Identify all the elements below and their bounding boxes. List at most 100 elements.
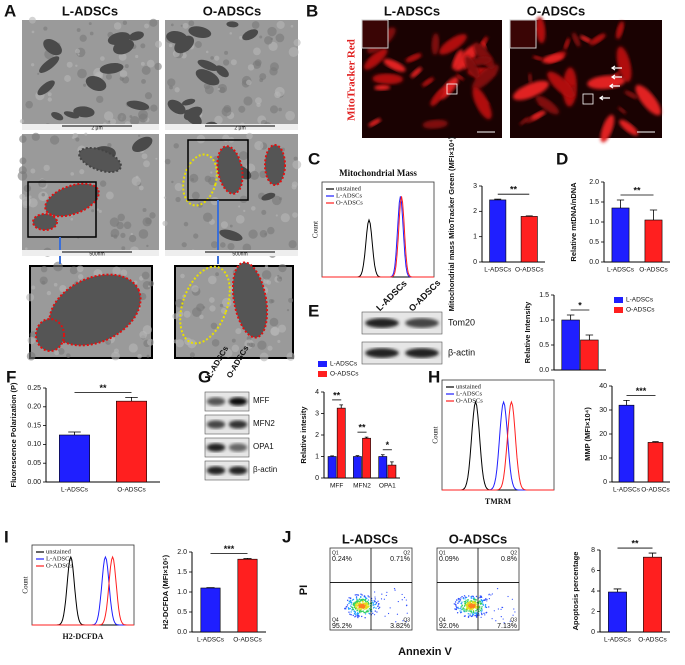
texture: [167, 78, 176, 87]
event: [362, 605, 364, 608]
event: [360, 604, 362, 606]
event: [470, 603, 473, 605]
event: [349, 601, 352, 603]
cell: [615, 21, 625, 40]
band: [405, 318, 439, 328]
event: [372, 604, 374, 607]
texture: [122, 20, 128, 26]
event: [347, 607, 350, 609]
mitochondrion: [182, 98, 196, 106]
arrow: [608, 83, 620, 89]
texture: [238, 151, 248, 161]
label: Tom20: [448, 317, 475, 327]
event: [359, 605, 361, 607]
legend-label: O-ADSCs: [330, 371, 359, 378]
cell: [541, 53, 565, 64]
event: [480, 612, 483, 615]
cell: [572, 32, 581, 47]
texture: [223, 348, 233, 358]
texture: [99, 180, 107, 187]
label: C: [308, 149, 320, 168]
texture: [164, 158, 171, 165]
event: [375, 602, 378, 604]
event: [394, 589, 396, 591]
event: [464, 598, 466, 600]
event: [460, 597, 462, 599]
event: [470, 615, 473, 618]
texture: [89, 31, 94, 36]
event: [349, 607, 351, 610]
error-bar: [494, 198, 502, 200]
texture: [277, 274, 280, 278]
event: [478, 610, 480, 613]
event: [500, 616, 502, 618]
texture: [264, 264, 269, 269]
y-tick-label: 2.0: [589, 179, 599, 186]
event: [353, 602, 355, 604]
error-bar: [68, 431, 81, 435]
texture: [96, 208, 100, 211]
event: [456, 607, 459, 609]
texture: [175, 298, 184, 308]
event: [357, 599, 359, 601]
x-tick-label: O-ADSCs: [117, 487, 146, 494]
event: [480, 608, 483, 610]
error-bar: [525, 215, 533, 217]
texture: [105, 191, 114, 200]
texture: [292, 160, 302, 170]
event: [463, 615, 466, 617]
texture: [288, 297, 294, 303]
event: [365, 610, 368, 612]
event: [374, 610, 376, 612]
event: [368, 608, 371, 610]
texture: [187, 339, 197, 349]
event: [468, 595, 470, 597]
event: [476, 612, 478, 614]
error-bar: [613, 588, 622, 593]
event: [369, 610, 371, 612]
event: [374, 600, 376, 603]
label: B: [306, 1, 318, 20]
event: [455, 605, 457, 607]
texture: [211, 339, 220, 347]
band: [365, 348, 399, 358]
texture: [144, 92, 153, 100]
label: H: [428, 367, 440, 386]
significance: ***: [636, 386, 647, 396]
y-axis-label: Fluorescence Polarization (P): [9, 382, 18, 488]
y-tick-label: 30: [599, 407, 607, 414]
event: [360, 595, 362, 598]
texture: [174, 183, 183, 192]
event: [359, 606, 361, 609]
y-tick-label: 0.15: [27, 422, 41, 429]
texture: [210, 56, 214, 60]
label: Q2: [403, 550, 410, 556]
event: [465, 601, 467, 604]
event: [371, 599, 373, 602]
texture: [75, 64, 78, 68]
event: [457, 602, 459, 605]
texture: [79, 34, 87, 42]
mitochondrion: [132, 136, 153, 153]
label: O-ADSCs: [46, 562, 73, 569]
y-tick-label: 2: [315, 432, 319, 439]
cell: [579, 35, 592, 43]
event: [346, 599, 349, 602]
event: [471, 597, 473, 599]
event: [469, 605, 471, 608]
event: [364, 605, 367, 608]
texture: [254, 59, 262, 67]
event: [395, 621, 397, 623]
texture: [288, 46, 299, 57]
texture: [291, 184, 297, 190]
event: [367, 604, 369, 606]
y-tick-label: 40: [599, 383, 607, 390]
mitochondrion: [197, 59, 219, 71]
cell: [368, 118, 381, 127]
texture: [70, 172, 75, 176]
event: [467, 600, 469, 603]
texture: [112, 266, 121, 275]
texture: [222, 134, 230, 142]
texture: [121, 246, 126, 251]
event: [475, 609, 477, 612]
